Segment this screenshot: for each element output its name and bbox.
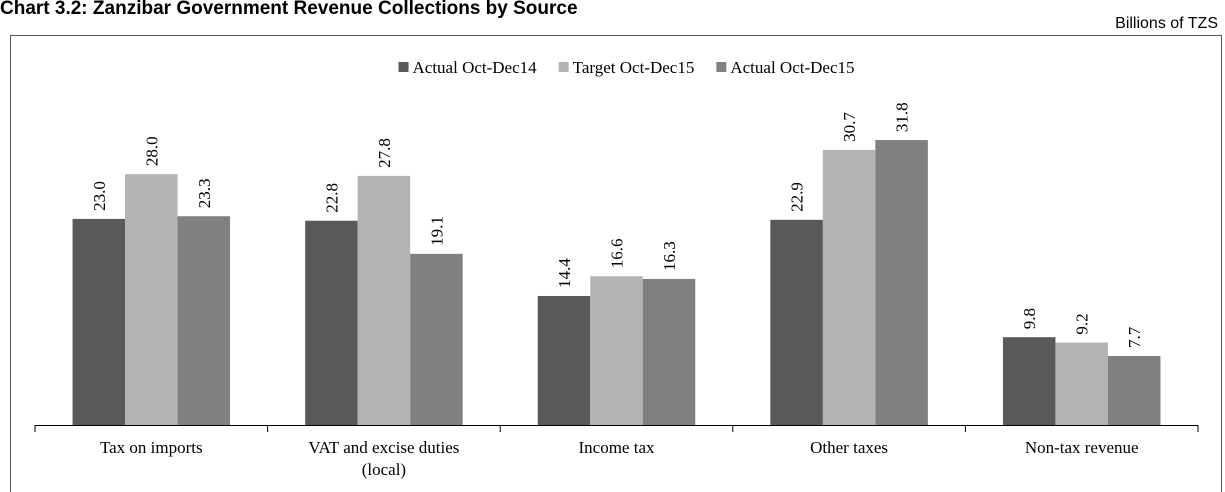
data-label: 16.6: [608, 239, 627, 269]
data-label: 9.8: [1020, 308, 1039, 329]
bar: [410, 253, 463, 425]
data-label: 31.8: [893, 102, 912, 132]
data-label: 19.1: [427, 216, 446, 246]
bar: [875, 140, 928, 425]
legend-swatch: [558, 62, 569, 72]
plot-frame: [10, 35, 1222, 492]
data-label: 22.9: [788, 182, 807, 212]
bar: [822, 149, 876, 426]
data-label: 28.0: [142, 136, 161, 166]
bar: [1055, 342, 1108, 425]
x-tick-label: VAT and excise duties (local): [308, 438, 459, 479]
data-label: 22.8: [322, 183, 341, 213]
legend-label: Actual Oct-Dec14: [413, 58, 538, 77]
bar: [357, 175, 411, 425]
data-label: 30.7: [840, 112, 859, 142]
data-label: 27.8: [375, 138, 394, 168]
chart-title: Chart 3.2: Zanzibar Government Revenue C…: [0, 0, 578, 19]
unit-label: Billions of TZS: [1115, 15, 1218, 32]
legend: Actual Oct-Dec14 Target Oct-Dec15 Actual O…: [398, 58, 854, 77]
bar: [770, 219, 823, 425]
bar: [642, 278, 696, 425]
legend-swatch: [398, 62, 409, 72]
legend-label: Actual Oct-Dec15: [730, 58, 854, 77]
data-label: 16.3: [660, 241, 679, 271]
bar: [177, 216, 231, 425]
bar: [125, 174, 178, 425]
data-label: 23.0: [90, 181, 109, 211]
bar: [72, 218, 126, 425]
legend-label: Target Oct-Dec15: [573, 58, 695, 77]
data-label: 9.2: [1073, 313, 1092, 334]
legend-swatch: [716, 62, 727, 72]
bar: [1002, 337, 1056, 425]
data-label: 7.7: [1125, 326, 1144, 348]
x-tick-label: Other taxes: [810, 438, 888, 457]
bar: [590, 276, 643, 425]
bar: [1107, 356, 1161, 425]
data-label: 14.4: [555, 258, 574, 288]
bar: [305, 220, 358, 425]
x-tick-label: Non-tax revenue: [1025, 438, 1139, 457]
bar: [537, 295, 591, 425]
data-label: 23.3: [195, 178, 214, 208]
x-tick-label-line: (local): [362, 460, 406, 479]
x-tick-label: Income tax: [579, 438, 655, 457]
x-tick-label-line: VAT and excise duties: [308, 438, 459, 457]
x-tick-label: Tax on imports: [100, 438, 203, 457]
